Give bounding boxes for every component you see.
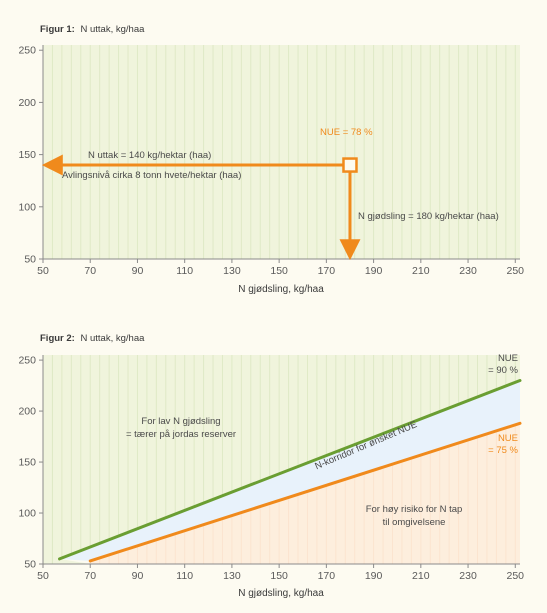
f1-y-tick-label: 200 — [18, 97, 36, 109]
f2-x-tick-label: 110 — [176, 570, 193, 582]
f2-y-tick-label: 150 — [18, 457, 36, 469]
f1-y-tick-label: 150 — [18, 149, 36, 161]
fig2-high-label-b: til omgivelsene — [383, 517, 446, 528]
fig2-x-label: N gjødsling, kg/haa — [238, 588, 324, 599]
fig2-y-ticks: 50 100 150 200 250 — [18, 355, 43, 571]
f1-x-tick-label: 70 — [84, 265, 96, 277]
fig2-nue75-label-a: NUE — [498, 433, 518, 444]
f1-x-tick-label: 50 — [37, 265, 49, 277]
f1-x-tick-label: 210 — [412, 265, 430, 277]
fig2-label: Figur 2: — [40, 333, 75, 344]
fig2-high-label-a: For høy risiko for N tap — [366, 504, 463, 515]
fig2-title-text: N uttak, kg/haa — [80, 333, 145, 344]
f2-x-tick-label: 190 — [365, 570, 383, 582]
fig1-title: Figur 1: N uttak, kg/haa — [40, 24, 145, 35]
fig1-grid — [42, 45, 516, 259]
f1-x-tick-label: 230 — [459, 265, 477, 277]
fig1-x-label: N gjødsling, kg/haa — [238, 284, 324, 295]
f2-x-tick-label: 50 — [37, 570, 49, 582]
f2-x-tick-label: 230 — [459, 570, 477, 582]
f2-x-tick-label: 90 — [132, 570, 144, 582]
fig2-low-label-b: = tærer på jordas reserver — [126, 429, 236, 440]
f1-y-tick-label: 100 — [18, 201, 36, 213]
fig2-nue75-label-b: = 75 % — [488, 445, 518, 456]
f2-x-tick-label: 70 — [84, 570, 96, 582]
f1-y-tick-label: 50 — [24, 254, 36, 266]
fig2-region-low-nue — [43, 355, 520, 566]
f2-x-tick-label: 150 — [270, 570, 288, 582]
f1-x-tick-label: 90 — [132, 265, 144, 277]
fig1-label: Figur 1: — [40, 24, 75, 35]
f2-x-tick-label: 130 — [223, 570, 241, 582]
fig2-regions — [43, 355, 521, 566]
fig2-low-label-a: For lav N gjødsling — [141, 416, 220, 427]
fig1-nue-point — [342, 157, 358, 173]
fig2-grid — [42, 355, 516, 564]
f2-x-tick-label: 210 — [412, 570, 430, 582]
fig1-avling-label: Avlingsnivå cirka 8 tonn hvete/hektar (h… — [62, 170, 241, 181]
f1-x-tick-label: 250 — [507, 265, 525, 277]
fig1-y-ticks: 50 100 150 200 250 — [18, 45, 43, 266]
f2-y-tick-label: 100 — [18, 508, 36, 520]
f1-x-tick-label: 170 — [318, 265, 336, 277]
f2-y-tick-label: 200 — [18, 406, 36, 418]
f1-x-tick-label: 150 — [270, 265, 288, 277]
f2-y-tick-label: 50 — [24, 559, 36, 571]
fig2-x-ticks: 50 70 90 110 130 150 170 190 210 230 250 — [37, 564, 524, 582]
f2-y-tick-label: 250 — [18, 355, 36, 367]
f2-x-tick-label: 170 — [318, 570, 336, 582]
figure-1: Figur 1: N uttak, kg/haa 50100150200250 … — [18, 24, 524, 295]
fig1-x-ticks: 50 70 90 110 130 150 170 190 210 230 250 — [37, 259, 524, 277]
fig1-uttak-label: N uttak = 140 kg/hektar (haa) — [88, 150, 211, 161]
f1-x-tick-label: 190 — [365, 265, 383, 277]
fig2-series-nue75 — [88, 421, 522, 563]
fig1-nue-label: NUE = 78 % — [320, 127, 373, 138]
f1-x-tick-label: 130 — [223, 265, 241, 277]
figure-2: Figur 2: N uttak, kg/haa 50100150200250 … — [18, 333, 524, 599]
fig2-title: Figur 2: N uttak, kg/haa — [40, 333, 145, 344]
fig1-gjodsling-label: N gjødsling = 180 kg/hektar (haa) — [358, 211, 499, 222]
fig2-nue90-label-a: NUE — [498, 353, 518, 364]
f1-x-tick-label: 110 — [176, 265, 193, 277]
fig1-title-text: N uttak, kg/haa — [80, 24, 145, 35]
f2-x-tick-label: 250 — [507, 570, 525, 582]
fig2-series — [58, 378, 522, 563]
fig2-series-nue90 — [58, 378, 522, 561]
fig1-plot-bg — [43, 45, 520, 259]
fig2-nue90-label-b: = 90 % — [488, 365, 518, 376]
f1-y-tick-label: 250 — [18, 45, 36, 57]
